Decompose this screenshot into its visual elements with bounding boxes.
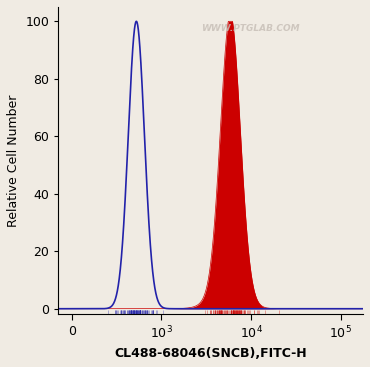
Text: WWW.PTGLAB.COM: WWW.PTGLAB.COM: [201, 24, 300, 33]
Y-axis label: Relative Cell Number: Relative Cell Number: [7, 95, 20, 227]
X-axis label: CL488-68046(SNCB),FITC-H: CL488-68046(SNCB),FITC-H: [114, 347, 307, 360]
